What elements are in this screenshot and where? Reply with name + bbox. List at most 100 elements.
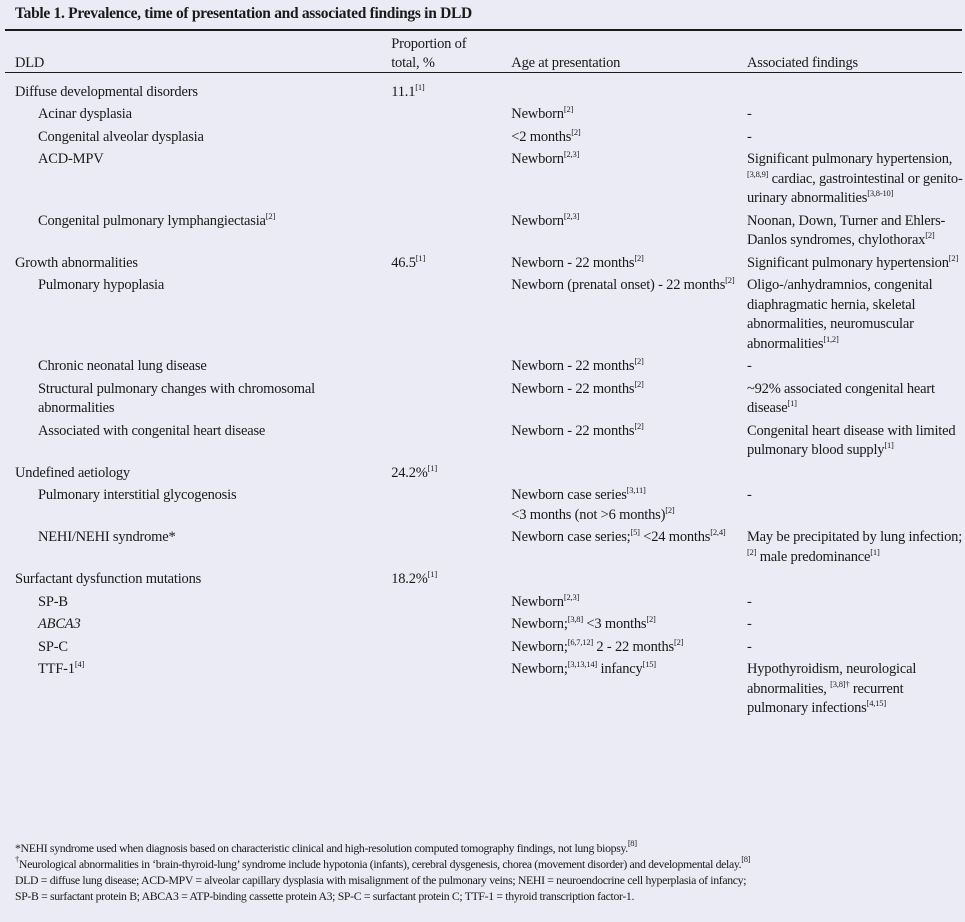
citation-superscript: [2,3] bbox=[563, 210, 580, 221]
table-row-subtype: NEHI/NEHI syndrome* Newborn case series;[… bbox=[15, 527, 965, 569]
table-cell: NEHI/NEHI syndrome* bbox=[15, 527, 391, 569]
citation-superscript: [4] bbox=[74, 659, 85, 669]
cell-text: May be precipitated by lung infection; bbox=[746, 529, 963, 545]
cell-text: male predominance bbox=[756, 548, 871, 565]
cell-text: Chronic neonatal lung disease bbox=[38, 358, 207, 374]
cell-text: Newborn - 22 months bbox=[511, 422, 635, 439]
table-cell: - bbox=[747, 104, 965, 127]
table-cell: Chronic neonatal lung disease bbox=[15, 356, 391, 379]
table-row-subtype: Associated with congenital heart disease… bbox=[15, 420, 965, 462]
citation-superscript: [1] bbox=[870, 546, 880, 557]
cell-text: Acinar dysplasia bbox=[38, 106, 132, 122]
table-cell bbox=[511, 74, 747, 104]
cell-text: Significant pulmonary hypertension bbox=[746, 254, 949, 271]
table-cell: - bbox=[747, 591, 965, 614]
cell-text: Oligo-/anhydramnios, congenital diaphrag… bbox=[746, 277, 933, 352]
cell-text: Pulmonary hypoplasia bbox=[38, 277, 165, 293]
cell-text: <24 months bbox=[639, 529, 711, 545]
cell-text: NEHI/NEHI syndrome* bbox=[38, 529, 176, 545]
citation-superscript: [3,13,14] bbox=[567, 659, 598, 669]
table-cell: Pulmonary hypoplasia bbox=[15, 275, 391, 356]
column-header: Age at presentation bbox=[511, 33, 747, 74]
top-rule bbox=[5, 29, 962, 31]
cell-text: Newborn bbox=[511, 593, 564, 610]
cell-text: ABCA3 bbox=[38, 616, 81, 632]
cell-text: 24.2% bbox=[391, 464, 428, 481]
cell-text: Newborn - 22 months bbox=[511, 254, 635, 271]
cell-text: Newborn bbox=[511, 106, 564, 122]
table-cell bbox=[391, 659, 511, 721]
citation-superscript: [2] bbox=[563, 104, 574, 114]
cell-text: TTF-1 bbox=[38, 661, 75, 677]
cell-text: - bbox=[746, 358, 752, 374]
cell-text: <2 months bbox=[511, 128, 572, 145]
footnotes: *NEHI syndrome used when diagnosis based… bbox=[15, 839, 750, 904]
cell-text: infancy bbox=[597, 661, 643, 677]
table-cell: Newborn;[6,7,12] 2 - 22 months[2] bbox=[511, 636, 747, 659]
citation-superscript: [5] bbox=[630, 527, 641, 537]
table-cell bbox=[391, 378, 511, 420]
citation-superscript: [2] bbox=[746, 546, 757, 557]
table-row-category: Diffuse developmental disorders 11.1[1] bbox=[15, 74, 965, 104]
citation-superscript: [2] bbox=[725, 275, 735, 285]
cell-text: Hypothyroidism, neurological abnormaliti… bbox=[746, 661, 917, 697]
cell-text: Age at presentation bbox=[511, 55, 621, 71]
table-cell: Surfactant dysfunction mutations bbox=[15, 569, 391, 592]
table-cell: ABCA3 bbox=[15, 614, 391, 637]
table-cell bbox=[391, 636, 511, 659]
table-cell bbox=[511, 462, 747, 485]
cell-text: - bbox=[746, 638, 752, 655]
table-cell bbox=[391, 149, 511, 211]
table-cell: Hypothyroidism, neurological abnormaliti… bbox=[747, 659, 965, 721]
cell-text: Newborn; bbox=[511, 661, 568, 677]
table-row-subtype: Pulmonary interstitial glycogenosis Newbo… bbox=[15, 485, 965, 527]
citation-superscript: [3,8] bbox=[567, 614, 584, 624]
citation-superscript: [6,7,12] bbox=[567, 636, 594, 647]
header-row: DLD Proportion of total, % Age at presentat… bbox=[15, 33, 965, 74]
table-cell: SP-C bbox=[15, 636, 391, 659]
citation-superscript: [3,8-10] bbox=[867, 188, 894, 198]
column-header: Associated findings bbox=[747, 33, 965, 74]
table-cell: Congenital heart disease with limited pu… bbox=[747, 420, 965, 462]
footnote: †Neurological abnormalities in ‘brain-th… bbox=[15, 854, 750, 872]
cell-text: 46.5 bbox=[391, 254, 416, 271]
table-cell: Newborn case series[3,11] <3 months (not … bbox=[511, 485, 747, 527]
cell-text: Noonan, Down, Turner and Ehlers-Danlos s… bbox=[746, 212, 946, 249]
cell-text: <3 months bbox=[582, 616, 647, 632]
table-cell: Associated with congenital heart disease bbox=[15, 420, 391, 462]
table-row-subtype: Pulmonary hypoplasia Newborn (prenatal on… bbox=[15, 275, 965, 356]
table-cell bbox=[747, 569, 965, 592]
table-row-subtype: Congenital pulmonary lymphangiectasia[2]… bbox=[15, 210, 965, 252]
table-cell bbox=[391, 591, 511, 614]
table-cell: Undefined aetiology bbox=[15, 462, 391, 485]
table-row-subtype: Congenital alveolar dysplasia <2 months[2… bbox=[15, 126, 965, 149]
cell-text: Congenital alveolar dysplasia bbox=[38, 128, 204, 145]
cell-text: Newborn case series bbox=[511, 487, 627, 503]
cell-text: DLD bbox=[15, 55, 45, 71]
table-cell bbox=[391, 210, 511, 252]
citation-superscript: [2,3] bbox=[563, 591, 580, 602]
table-cell: TTF-1[4] bbox=[15, 659, 391, 721]
citation-superscript: [4,15] bbox=[866, 698, 887, 708]
citation-superscript: [2] bbox=[634, 378, 644, 389]
citation-superscript: [3,11] bbox=[626, 485, 646, 495]
cell-text: <3 months (not >6 months) bbox=[511, 506, 666, 523]
table-cell: - bbox=[747, 126, 965, 149]
table-cell: Newborn;[3,8] <3 months[2] bbox=[511, 614, 747, 637]
table-cell: Congenital pulmonary lymphangiectasia[2] bbox=[15, 210, 391, 252]
table-cell: Newborn case series;[5] <24 months[2,4] bbox=[511, 527, 747, 569]
cell-text: SP-C bbox=[38, 638, 68, 655]
cell-text: Newborn - 22 months bbox=[511, 358, 635, 374]
citation-superscript: † bbox=[15, 854, 19, 864]
table-cell: - bbox=[747, 485, 965, 527]
table-cell: Significant pulmonary hypertension[2] bbox=[747, 252, 965, 275]
citation-superscript: [2] bbox=[265, 210, 276, 221]
citation-superscript: [1] bbox=[427, 569, 438, 579]
citation-superscript: [1] bbox=[884, 440, 894, 450]
table-cell bbox=[391, 275, 511, 356]
table-cell: Newborn - 22 months[2] bbox=[511, 252, 747, 275]
citation-superscript: [1,2] bbox=[823, 333, 839, 344]
table-cell bbox=[391, 126, 511, 149]
table-cell bbox=[747, 462, 965, 485]
cell-text: Undefined aetiology bbox=[15, 464, 130, 481]
